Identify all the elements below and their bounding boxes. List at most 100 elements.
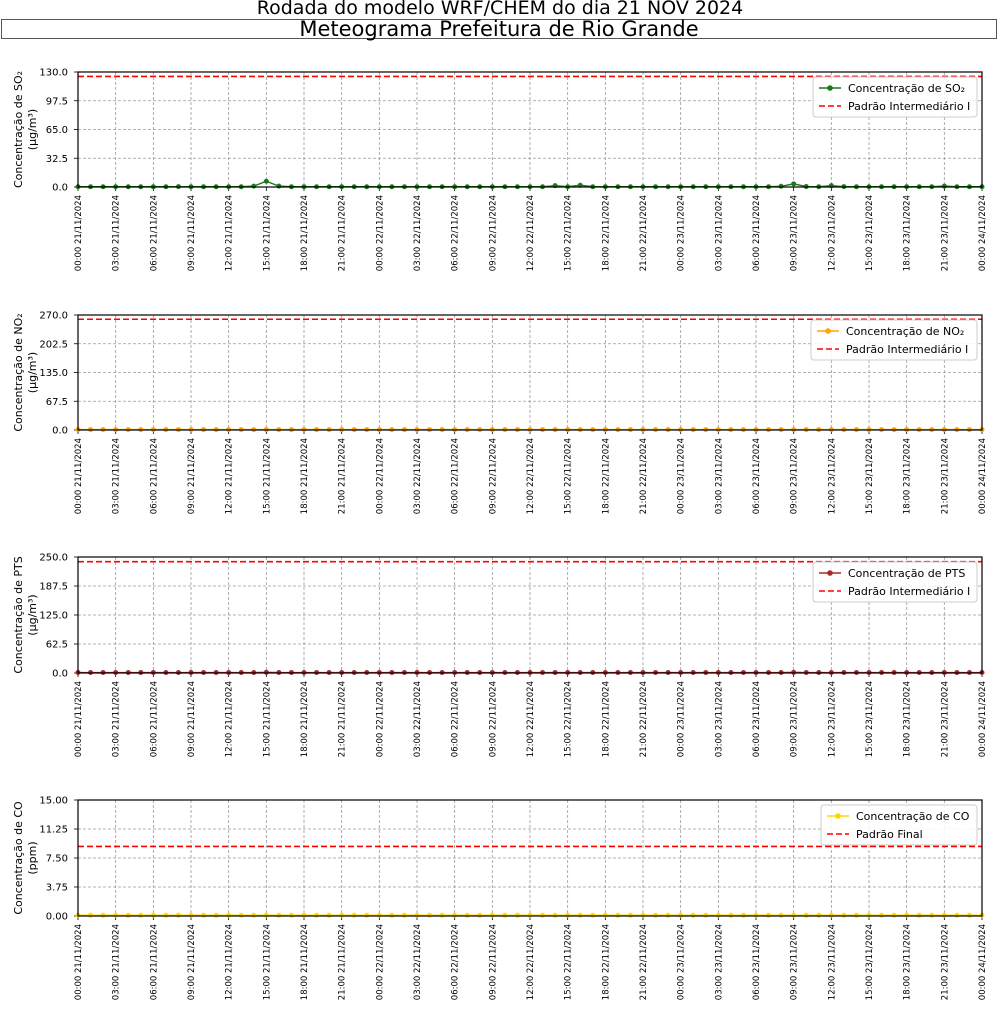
data-point: [263, 912, 269, 918]
y-tick-label: 130.0: [39, 68, 68, 79]
x-tick-label: 00:00 22/11/2024: [375, 681, 385, 757]
y-axis-label: Concentração de NO₂: [12, 313, 25, 431]
x-tick-label: 21:00 22/11/2024: [639, 681, 649, 757]
data-point: [803, 912, 809, 918]
x-tick-label: 21:00 22/11/2024: [639, 924, 649, 1000]
x-tick-label: 03:00 21/11/2024: [112, 681, 122, 757]
x-tick-label: 00:00 24/11/2024: [978, 195, 988, 271]
data-point: [326, 912, 332, 918]
figure-suptitle: Rodada do modelo WRF/CHEM do dia 21 NOV …: [256, 0, 744, 19]
data-point: [88, 912, 94, 918]
data-point: [238, 912, 244, 918]
x-tick-label: 00:00 23/11/2024: [677, 681, 687, 757]
data-point: [439, 912, 445, 918]
y-axis-unit: (μg/m³): [26, 109, 39, 150]
data-point: [213, 912, 219, 918]
x-tick-label: 21:00 21/11/2024: [338, 924, 348, 1000]
x-tick-label: 18:00 21/11/2024: [300, 438, 310, 514]
x-tick-label: 00:00 21/11/2024: [74, 924, 84, 1000]
x-tick-label: 06:00 23/11/2024: [752, 681, 762, 757]
data-point: [966, 912, 972, 918]
x-tick-label: 09:00 22/11/2024: [488, 195, 498, 271]
data-point: [602, 912, 608, 918]
x-tick-label: 09:00 22/11/2024: [488, 681, 498, 757]
x-tick-label: 00:00 22/11/2024: [375, 924, 385, 1000]
data-point: [226, 912, 232, 918]
plot-frame: [77, 799, 983, 917]
y-tick-label: 0.00: [46, 912, 68, 923]
x-tick-label: 15:00 21/11/2024: [262, 195, 272, 271]
data-point: [351, 912, 357, 918]
data-point: [276, 183, 282, 189]
legend-threshold-label: Padrão Intermediário I: [848, 100, 970, 113]
x-tick-label: 06:00 21/11/2024: [149, 195, 159, 271]
x-tick-label: 15:00 22/11/2024: [564, 195, 574, 271]
chart-panel-3: 0.0 62.5 125.0 187.5 250.0 00:00 21/11/2024 03…: [12, 553, 988, 758]
x-tick-label: 15:00 23/11/2024: [865, 195, 875, 271]
x-tick-label: 00:00 21/11/2024: [74, 681, 84, 757]
chart-panel-2: 0.0 67.5 135.0 202.5 270.0 00:00 21/11/2024 03…: [12, 311, 988, 515]
y-tick-label: 187.5: [39, 582, 68, 593]
x-tick-label: 12:00 22/11/2024: [526, 681, 536, 757]
figure-title-box: Meteograma Prefeitura de Rio Grande: [1, 17, 997, 41]
x-tick-label: 09:00 21/11/2024: [187, 681, 197, 757]
data-point: [791, 912, 797, 918]
data-point: [201, 912, 207, 918]
data-point: [866, 912, 872, 918]
x-tick-label: 00:00 24/11/2024: [978, 924, 988, 1000]
y-tick-label: 0.0: [52, 426, 68, 437]
data-point: [477, 912, 483, 918]
x-tick-label: 09:00 23/11/2024: [790, 681, 800, 757]
x-tick-label: 12:00 22/11/2024: [526, 195, 536, 271]
x-tick-label: 12:00 21/11/2024: [225, 195, 235, 271]
x-tick-label: 09:00 21/11/2024: [187, 195, 197, 271]
data-point: [715, 912, 721, 918]
data-point: [288, 912, 294, 918]
data-point: [263, 178, 269, 184]
legend-series-marker: [827, 570, 833, 576]
x-tick-label: 18:00 22/11/2024: [601, 438, 611, 514]
data-point: [150, 912, 156, 918]
x-tick-label: 09:00 22/11/2024: [488, 924, 498, 1000]
x-tick-label: 12:00 23/11/2024: [827, 681, 837, 757]
data-point: [590, 912, 596, 918]
y-axis-label: Concentração de PTS: [12, 556, 25, 673]
data-point: [904, 912, 910, 918]
data-point: [263, 669, 269, 675]
x-tick-label: 21:00 23/11/2024: [940, 195, 950, 271]
data-point: [941, 183, 947, 189]
data-point: [175, 912, 181, 918]
data-point: [514, 912, 520, 918]
data-point: [916, 912, 922, 918]
y-tick-label: 62.5: [46, 640, 68, 651]
x-tick-label: 21:00 23/11/2024: [940, 438, 950, 514]
y-tick-label: 0.0: [52, 669, 68, 680]
data-point: [879, 912, 885, 918]
data-point: [954, 912, 960, 918]
x-tick-label: 00:00 24/11/2024: [978, 438, 988, 514]
data-point: [703, 912, 709, 918]
x-tick-label: 06:00 21/11/2024: [149, 924, 159, 1000]
x-tick-label: 03:00 23/11/2024: [714, 681, 724, 757]
y-tick-label: 135.0: [39, 368, 68, 379]
x-tick-label: 12:00 22/11/2024: [526, 438, 536, 514]
x-tick-label: 18:00 22/11/2024: [601, 195, 611, 271]
data-point: [740, 912, 746, 918]
x-tick-label: 09:00 23/11/2024: [790, 438, 800, 514]
x-tick-label: 03:00 21/11/2024: [112, 195, 122, 271]
figure-title: Meteograma Prefeitura de Rio Grande: [299, 17, 699, 41]
data-point: [100, 912, 106, 918]
y-tick-label: 270.0: [39, 311, 68, 322]
x-tick-label: 03:00 21/11/2024: [112, 924, 122, 1000]
x-tick-label: 03:00 23/11/2024: [714, 924, 724, 1000]
x-tick-label: 21:00 21/11/2024: [338, 681, 348, 757]
x-tick-label: 12:00 23/11/2024: [827, 438, 837, 514]
x-tick-label: 18:00 22/11/2024: [601, 924, 611, 1000]
x-tick-label: 15:00 21/11/2024: [262, 681, 272, 757]
y-axis-unit: (μg/m³): [26, 594, 39, 635]
data-point: [753, 912, 759, 918]
data-point: [816, 912, 822, 918]
data-point: [301, 912, 307, 918]
x-tick-label: 03:00 22/11/2024: [413, 438, 423, 514]
y-tick-label: 32.5: [46, 154, 68, 165]
